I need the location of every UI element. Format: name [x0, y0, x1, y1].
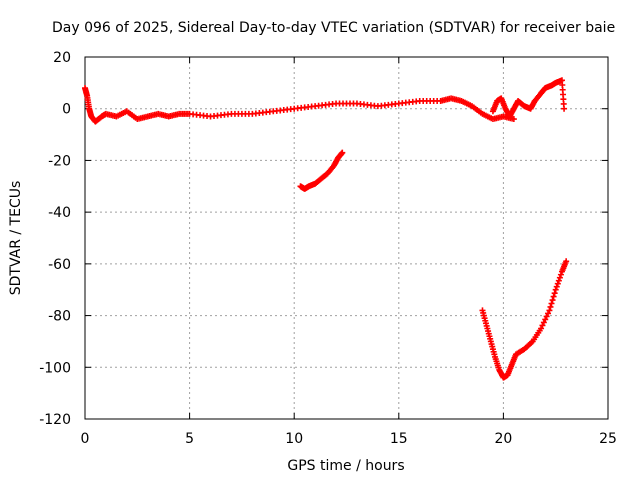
data-point: [553, 283, 560, 290]
series-group: [297, 149, 346, 192]
data-points: [82, 77, 570, 381]
data-point: [563, 258, 570, 265]
y-tick-label: -100: [39, 360, 71, 376]
data-point: [538, 325, 545, 332]
data-point: [548, 300, 555, 307]
x-tick-label: 10: [285, 431, 303, 447]
data-point: [542, 316, 549, 323]
plot-frame: [84, 56, 609, 420]
data-point: [550, 293, 557, 300]
data-point: [549, 297, 556, 304]
x-tick-label: 5: [185, 431, 194, 447]
data-point: [510, 116, 517, 123]
y-tick-label: -60: [48, 257, 71, 273]
y-tick-label: -80: [48, 309, 71, 325]
data-point: [552, 286, 559, 293]
y-axis-label: SDTVAR / TECUs: [8, 181, 24, 296]
x-tick-label: 20: [494, 431, 512, 447]
data-point: [545, 310, 552, 317]
data-point: [561, 105, 568, 112]
y-tick-label: -120: [39, 412, 71, 428]
y-tick-label: -20: [48, 153, 71, 169]
series-group: [489, 77, 568, 120]
x-tick-label: 25: [599, 431, 617, 447]
data-point: [546, 307, 553, 314]
data-point: [551, 290, 558, 297]
data-point: [540, 319, 547, 326]
x-axis-label: GPS time / hours: [287, 458, 404, 474]
series-group: [82, 85, 517, 125]
axis-ticks: 0 5 10 15 20 25 20 0 -20 -40 -60 -80 -100 -120: [39, 50, 617, 447]
y-tick-label: 0: [62, 102, 71, 118]
chart-title: Day 096 of 2025, Sidereal Day-to-day VTE…: [52, 20, 615, 36]
data-point: [543, 313, 550, 320]
data-point: [557, 271, 564, 278]
series-group: [479, 258, 570, 381]
data-point: [556, 274, 563, 281]
data-point: [339, 149, 346, 156]
data-point: [554, 280, 561, 287]
data-point: [555, 277, 562, 284]
data-point: [539, 322, 546, 329]
x-tick-label: 15: [390, 431, 408, 447]
x-tick-label: 0: [81, 431, 90, 447]
data-point: [547, 303, 554, 310]
grid: [85, 57, 608, 419]
y-tick-label: -40: [48, 205, 71, 221]
y-tick-label: 20: [53, 50, 71, 66]
